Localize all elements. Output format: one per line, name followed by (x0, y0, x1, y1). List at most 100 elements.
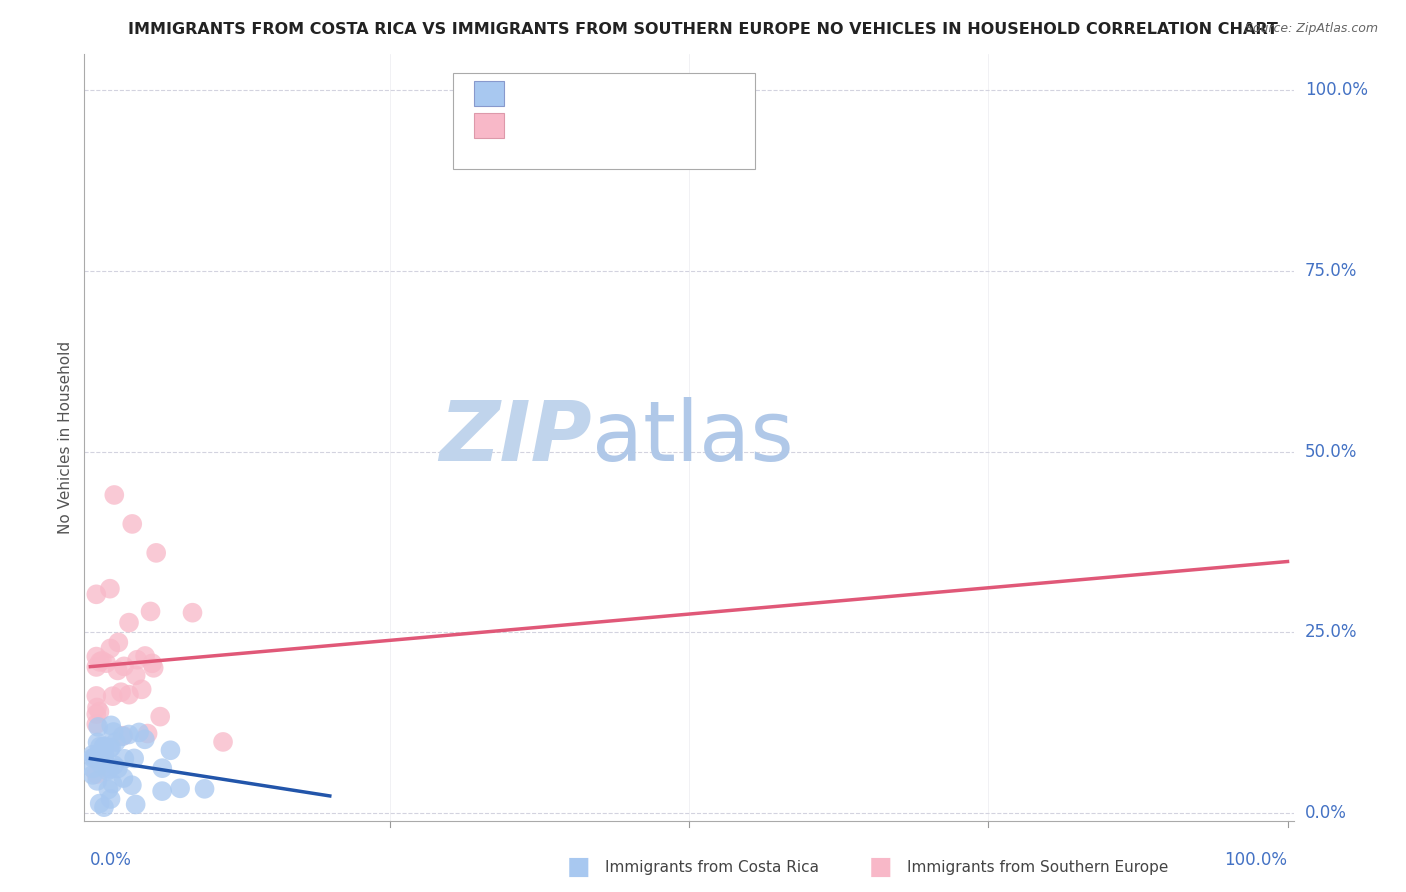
Point (97, 782, 120, 797)
Point (93, 739, 115, 754)
Point (86, 660, 108, 674)
Point (86, 767, 108, 781)
Point (86, 717, 108, 731)
Point (86, 587, 108, 601)
Text: R = -0.447   N = 43: R = -0.447 N = 43 (519, 85, 696, 103)
Point (107, 664, 129, 678)
Point (118, 727, 141, 741)
Point (112, 752, 135, 766)
Point (128, 725, 150, 739)
Text: atlas: atlas (592, 397, 794, 477)
Point (100, 641, 122, 656)
Point (124, 797, 146, 812)
Text: ■: ■ (567, 855, 591, 879)
Point (127, 653, 149, 667)
Point (93, 748, 115, 763)
Point (181, 606, 204, 620)
Point (96, 656, 118, 670)
Point (89, 739, 111, 754)
Point (86, 707, 108, 722)
Point (149, 709, 172, 723)
Point (90, 654, 112, 668)
Point (141, 657, 163, 671)
Point (104, 735, 127, 749)
Text: Source: ZipAtlas.com: Source: ZipAtlas.com (1244, 22, 1378, 36)
Point (150, 761, 173, 775)
Point (121, 778, 143, 792)
Point (87, 720, 110, 734)
Point (103, 758, 125, 772)
Point (101, 689, 124, 703)
Point (98, 582, 121, 596)
Point (89, 705, 111, 719)
FancyBboxPatch shape (453, 73, 755, 169)
Point (118, 688, 141, 702)
Point (103, 488, 125, 502)
Point (82, 751, 104, 765)
Point (121, 516, 143, 531)
Text: ■: ■ (869, 855, 893, 879)
Text: 0.0%: 0.0% (1305, 805, 1347, 822)
Point (90, 747, 112, 761)
Text: 75.0%: 75.0% (1305, 261, 1357, 279)
Point (134, 732, 156, 747)
Point (103, 725, 125, 739)
Point (131, 682, 153, 697)
Point (89, 756, 111, 771)
Point (86, 735, 108, 749)
Point (82, 761, 104, 775)
FancyBboxPatch shape (474, 113, 503, 138)
Point (97, 759, 120, 773)
Point (100, 792, 122, 806)
Point (98, 762, 121, 776)
Point (142, 661, 165, 675)
Text: 0.0%: 0.0% (90, 851, 132, 869)
Point (89, 655, 111, 669)
Point (122, 751, 145, 765)
Point (118, 615, 141, 630)
Point (110, 685, 132, 699)
Point (145, 546, 167, 560)
Point (93, 739, 115, 754)
Point (111, 729, 134, 743)
Text: 100.0%: 100.0% (1305, 80, 1368, 99)
Point (93, 800, 115, 814)
Point (83, 750, 105, 764)
Text: 50.0%: 50.0% (1305, 442, 1357, 460)
Point (107, 762, 129, 776)
Point (150, 784, 173, 798)
Text: Immigrants from Southern Europe: Immigrants from Southern Europe (907, 860, 1168, 874)
Point (193, 781, 215, 796)
Point (107, 635, 129, 649)
Text: 100.0%: 100.0% (1225, 851, 1288, 869)
Text: R =  0.871   N = 33: R = 0.871 N = 33 (519, 117, 695, 135)
Text: Immigrants from Costa Rica: Immigrants from Costa Rica (605, 860, 818, 874)
Point (101, 777, 124, 791)
Point (86, 689, 108, 703)
Point (82, 768, 104, 782)
Point (98, 741, 121, 756)
Point (159, 743, 181, 757)
Point (169, 781, 191, 796)
Text: 25.0%: 25.0% (1305, 624, 1357, 641)
Point (112, 771, 135, 785)
Y-axis label: No Vehicles in Household: No Vehicles in Household (58, 341, 73, 533)
Point (134, 648, 156, 663)
Point (125, 668, 148, 682)
Point (136, 726, 159, 740)
Point (86, 649, 108, 664)
Point (112, 729, 135, 743)
Point (139, 604, 162, 618)
Point (89, 797, 111, 811)
Point (100, 740, 122, 755)
FancyBboxPatch shape (474, 81, 503, 105)
Point (82, 747, 104, 762)
Point (100, 718, 122, 732)
Point (112, 659, 135, 673)
Point (212, 735, 235, 749)
Text: IMMIGRANTS FROM COSTA RICA VS IMMIGRANTS FROM SOUTHERN EUROPE NO VEHICLES IN HOU: IMMIGRANTS FROM COSTA RICA VS IMMIGRANTS… (128, 22, 1278, 37)
Point (97, 764, 120, 778)
Point (86, 773, 108, 788)
Text: ZIP: ZIP (440, 397, 592, 477)
Point (86, 700, 108, 714)
